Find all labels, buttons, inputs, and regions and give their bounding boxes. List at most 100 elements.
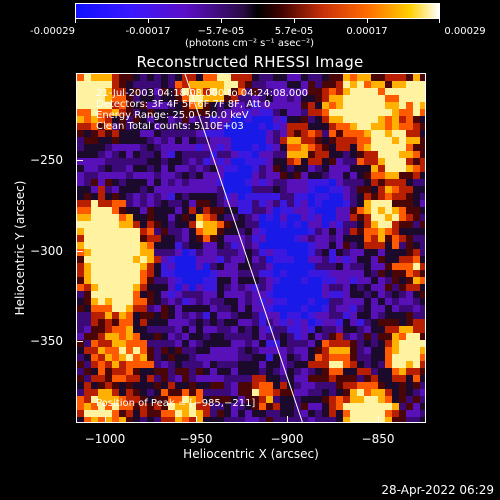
heatmap-cell (364, 333, 371, 340)
heatmap-cell (420, 207, 425, 214)
heatmap-cell (217, 130, 224, 137)
heatmap-cell (343, 88, 350, 95)
heatmap-cell (105, 102, 112, 109)
heatmap-cell (315, 291, 322, 298)
heatmap-cell (252, 284, 259, 291)
heatmap-cell (140, 375, 147, 382)
heatmap-cell (308, 95, 315, 102)
heatmap-cell (161, 347, 168, 354)
heatmap-cell (119, 361, 126, 368)
heatmap-cell (329, 88, 336, 95)
heatmap-cell (154, 144, 161, 151)
heatmap-cell (322, 277, 329, 284)
heatmap-cell (378, 389, 385, 396)
heatmap-cell (364, 291, 371, 298)
heatmap-cell (112, 186, 119, 193)
heatmap-cell (105, 410, 112, 417)
heatmap-cell (210, 298, 217, 305)
heatmap-cell (210, 221, 217, 228)
heatmap-cell (182, 333, 189, 340)
heatmap-cell (259, 375, 266, 382)
heatmap-cell (98, 396, 105, 403)
heatmap-cell (105, 305, 112, 312)
heatmap-cell (231, 347, 238, 354)
heatmap-cell (245, 74, 252, 81)
heatmap-cell (126, 123, 133, 130)
heatmap-cell (189, 144, 196, 151)
heatmap-cell (140, 221, 147, 228)
heatmap-cell (406, 333, 413, 340)
heatmap-cell (168, 375, 175, 382)
heatmap-cell (343, 242, 350, 249)
heatmap-cell (322, 333, 329, 340)
heatmap-cell (301, 74, 308, 81)
heatmap-cell (210, 137, 217, 144)
heatmap-cell (224, 368, 231, 375)
heatmap-cell (322, 186, 329, 193)
heatmap-cell (182, 340, 189, 347)
heatmap-cell (294, 298, 301, 305)
heatmap-cell (105, 291, 112, 298)
heatmap-cell (189, 179, 196, 186)
heatmap-cell (91, 319, 98, 326)
heatmap-cell (273, 95, 280, 102)
heatmap-cell (140, 130, 147, 137)
heatmap-cell (126, 396, 133, 403)
heatmap-cell (378, 109, 385, 116)
heatmap-cell (245, 312, 252, 319)
heatmap-cell (392, 137, 399, 144)
heatmap-cell (301, 354, 308, 361)
heatmap-cell (91, 235, 98, 242)
heatmap-cell (266, 228, 273, 235)
heatmap-cell (266, 410, 273, 417)
heatmap-cell (378, 228, 385, 235)
heatmap-cell (294, 130, 301, 137)
heatmap-cell (301, 361, 308, 368)
heatmap-cell (112, 326, 119, 333)
heatmap-cell (154, 88, 161, 95)
heatmap-cell (182, 298, 189, 305)
heatmap-cell (217, 375, 224, 382)
heatmap-cell (406, 396, 413, 403)
heatmap-cell (203, 368, 210, 375)
heatmap-cell (413, 263, 420, 270)
heatmap-cell (343, 144, 350, 151)
heatmap-cell (203, 319, 210, 326)
heatmap-cell (112, 417, 119, 422)
heatmap-cell (273, 277, 280, 284)
heatmap-cell (343, 263, 350, 270)
heatmap-cell (133, 270, 140, 277)
heatmap-cell (77, 410, 84, 417)
heatmap-cell (266, 165, 273, 172)
heatmap-cell (154, 403, 161, 410)
heatmap-cell (420, 109, 425, 116)
heatmap-cell (91, 228, 98, 235)
heatmap-cell (273, 410, 280, 417)
heatmap-cell (154, 116, 161, 123)
heatmap-cell (364, 319, 371, 326)
heatmap-cell (140, 137, 147, 144)
heatmap-cell (154, 200, 161, 207)
heatmap-cell (154, 151, 161, 158)
heatmap-cell (84, 361, 91, 368)
heatmap-cell (238, 242, 245, 249)
heatmap-cell (196, 200, 203, 207)
heatmap-cell (126, 95, 133, 102)
heatmap-cell (182, 74, 189, 81)
heatmap-cell (259, 137, 266, 144)
heatmap-cell (399, 95, 406, 102)
heatmap-cell (406, 95, 413, 102)
heatmap-cell (203, 214, 210, 221)
heatmap-cell (308, 151, 315, 158)
heatmap-cell (245, 95, 252, 102)
heatmap-cell (196, 256, 203, 263)
heatmap-cell (259, 130, 266, 137)
heatmap-cell (245, 221, 252, 228)
heatmap-cell (392, 368, 399, 375)
heatmap-cell (161, 193, 168, 200)
heatmap-cell (147, 256, 154, 263)
heatmap-cell (315, 298, 322, 305)
heatmap-cell (231, 389, 238, 396)
heatmap-cell (245, 403, 252, 410)
heatmap-cell (413, 249, 420, 256)
